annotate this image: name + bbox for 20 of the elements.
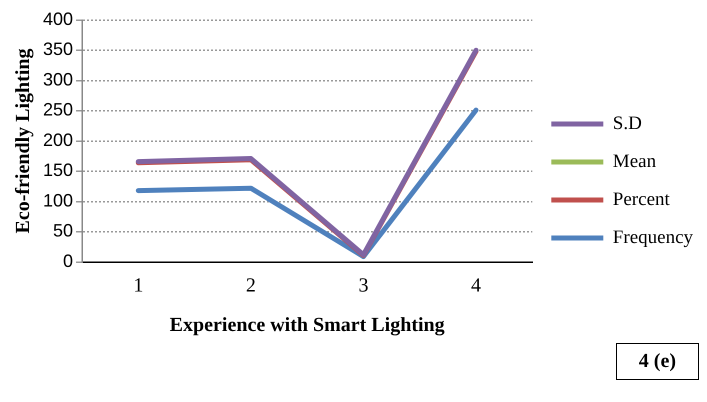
y-tick-label: 200 xyxy=(42,130,74,150)
y-tick-label: 0 xyxy=(63,250,74,271)
x-tick-label: 4 xyxy=(471,274,482,296)
x-tick-label: 3 xyxy=(358,274,368,296)
legend-label: Percent xyxy=(612,188,670,210)
text: 4 (e) xyxy=(616,343,699,380)
legend-label: S.D xyxy=(612,112,642,134)
y-tick-label: 300 xyxy=(42,69,74,90)
y-tick-label: 400 xyxy=(42,8,74,29)
y-tick-label: 250 xyxy=(42,100,74,120)
y-tick-label: 150 xyxy=(42,160,74,180)
y-tick-label: 50 xyxy=(53,220,74,241)
x-axis-title: Experience with Smart Lighting xyxy=(170,314,445,336)
x-tick-label: 2 xyxy=(246,274,256,296)
y-tick-label: 100 xyxy=(42,190,74,210)
y-tick-label: 350 xyxy=(42,39,74,60)
legend-label: Mean xyxy=(612,150,657,172)
y-axis-title: Eco-friendly Lighting xyxy=(12,48,34,234)
legend-label: Frequency xyxy=(612,226,694,248)
x-tick-label: 1 xyxy=(133,274,144,296)
